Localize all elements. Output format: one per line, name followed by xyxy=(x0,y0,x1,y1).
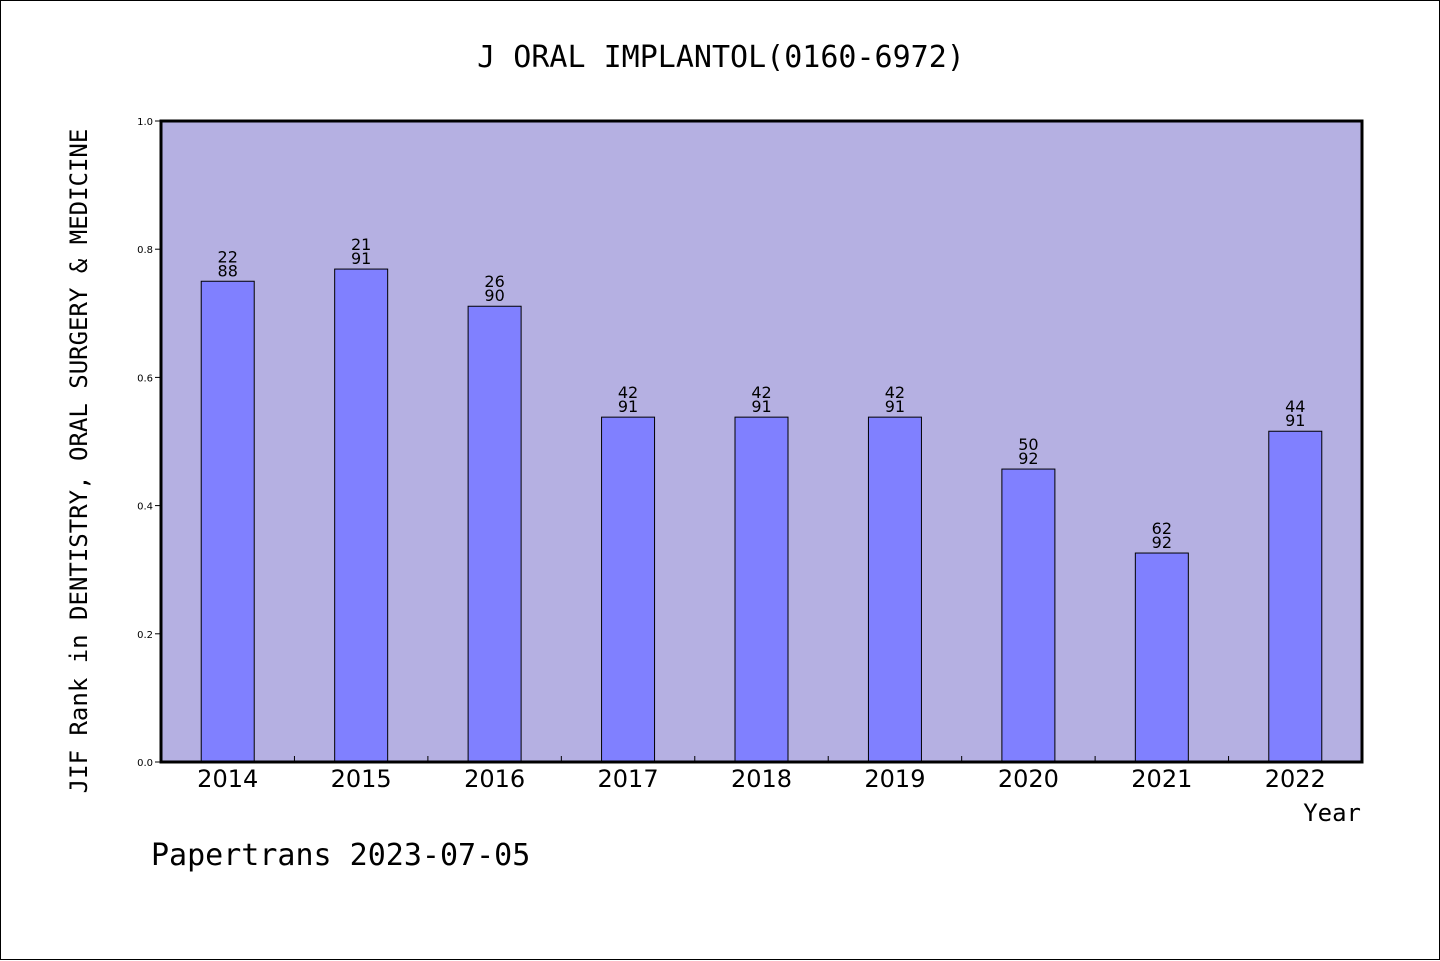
x-tick-label: 2016 xyxy=(464,765,525,793)
y-tick-label: 1.0 xyxy=(137,117,153,128)
bar-2014 xyxy=(200,280,255,763)
x-tick-label: 2014 xyxy=(197,765,258,793)
y-tick-label: 0.4 xyxy=(137,502,153,513)
bar-label-total: 91 xyxy=(618,397,638,416)
bar-label-rank: 21 xyxy=(351,235,371,254)
bar-label-rank: 44 xyxy=(1285,397,1305,416)
plot-border xyxy=(159,119,1364,764)
bar-label-total: 91 xyxy=(751,397,771,416)
x-tick-label: 2017 xyxy=(598,765,659,793)
bar-2019 xyxy=(867,416,922,763)
bar-2022 xyxy=(1268,430,1323,763)
bar-label-rank: 42 xyxy=(751,383,771,402)
y-tick-label: 0.8 xyxy=(137,245,153,256)
bar-label-total: 92 xyxy=(1152,533,1172,552)
chart-title: J ORAL IMPLANTOL(0160-6972) xyxy=(477,40,965,75)
bar-label-total: 92 xyxy=(1018,449,1038,468)
bar-2018 xyxy=(734,416,789,763)
y-tick-label: 0.6 xyxy=(137,373,153,384)
x-tick-label: 2021 xyxy=(1131,765,1192,793)
bar-label-rank: 22 xyxy=(218,247,238,266)
bar-2016 xyxy=(467,305,522,763)
bar-label-rank: 42 xyxy=(885,383,905,402)
x-tick-label: 2020 xyxy=(998,765,1059,793)
y-tick-label: 0.2 xyxy=(137,630,153,641)
bar-2015 xyxy=(334,268,389,763)
bar-label-total: 91 xyxy=(351,249,371,268)
bar-label-rank: 42 xyxy=(618,383,638,402)
bar-label-rank: 26 xyxy=(484,272,504,291)
bar-label-rank: 50 xyxy=(1018,435,1038,454)
bar-label-rank: 62 xyxy=(1152,519,1172,538)
x-tick-label: 2022 xyxy=(1265,765,1326,793)
x-tick-labels: 2014 2015 2016 2017 2018 2019 2020 2021 2022 xyxy=(197,765,1326,793)
x-tick-label: 2015 xyxy=(331,765,392,793)
bar-label-total: 91 xyxy=(1285,411,1305,430)
y-tick-label: 0.0 xyxy=(137,758,153,769)
bar-label-total: 88 xyxy=(218,261,238,280)
x-tick-label: 2018 xyxy=(731,765,792,793)
bar-2021 xyxy=(1134,552,1189,763)
bar-2017 xyxy=(601,416,656,763)
bar-label-total: 91 xyxy=(885,397,905,416)
x-tick-label: 2019 xyxy=(864,765,925,793)
x-axis-label: Year xyxy=(1303,799,1361,827)
bars xyxy=(200,268,1323,763)
y-tick-labels: 0.0 0.2 0.4 0.6 0.8 1.0 xyxy=(137,117,153,769)
bar-label-total: 90 xyxy=(484,286,504,305)
y-axis-label: JIF Rank in DENTISTRY, ORAL SURGERY & ME… xyxy=(65,129,93,794)
bar-2020 xyxy=(1001,468,1056,763)
footer-credit: Papertrans 2023-07-05 xyxy=(151,838,530,873)
